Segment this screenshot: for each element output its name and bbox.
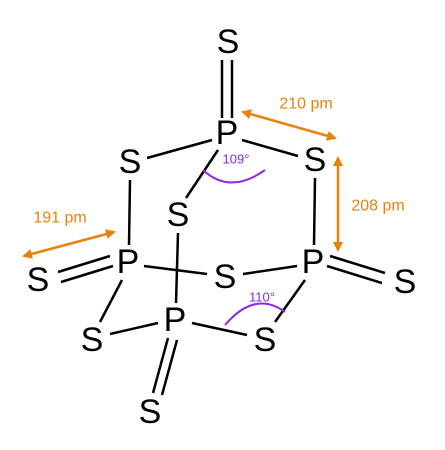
atom: S (27, 261, 50, 299)
bond (174, 232, 180, 304)
bond (160, 339, 179, 396)
bond (326, 264, 383, 285)
bond (241, 138, 299, 158)
bond (151, 337, 170, 394)
bond (109, 321, 159, 336)
atom: S (254, 321, 277, 359)
length-label: 208 pm (351, 198, 404, 215)
bond (242, 264, 298, 276)
atom: S (119, 143, 142, 181)
bond (146, 138, 213, 160)
atom: S (217, 23, 240, 61)
bond (60, 264, 114, 284)
bond (273, 279, 307, 323)
bond (127, 179, 132, 246)
bond (184, 149, 220, 199)
atom: P (216, 114, 239, 152)
atom: S (139, 393, 162, 431)
atom: S (167, 196, 190, 234)
angle-arc (202, 169, 266, 184)
length-label: 210 pm (279, 96, 332, 113)
atom: P (117, 243, 140, 281)
angle-label: 110° (249, 290, 275, 305)
atom: S (304, 141, 327, 179)
bonds (57, 60, 386, 396)
bond (312, 177, 317, 246)
length-label: 191 pm (33, 210, 86, 227)
length-arrow (22, 229, 116, 259)
bond (98, 279, 124, 323)
measure-marks (22, 109, 343, 326)
labels: S P S S S P S S P S P S S S 210 pm 208 p… (27, 23, 417, 431)
atom: S (394, 263, 417, 301)
angle-label: 109° (223, 152, 250, 167)
angle-arc (224, 302, 286, 326)
bond (191, 321, 248, 337)
atom: P (164, 301, 187, 339)
bond (329, 254, 386, 275)
atom: S (81, 321, 104, 359)
atom: P (302, 243, 325, 281)
bond (143, 264, 208, 276)
atom: S (214, 258, 237, 296)
length-arrow (241, 109, 337, 141)
